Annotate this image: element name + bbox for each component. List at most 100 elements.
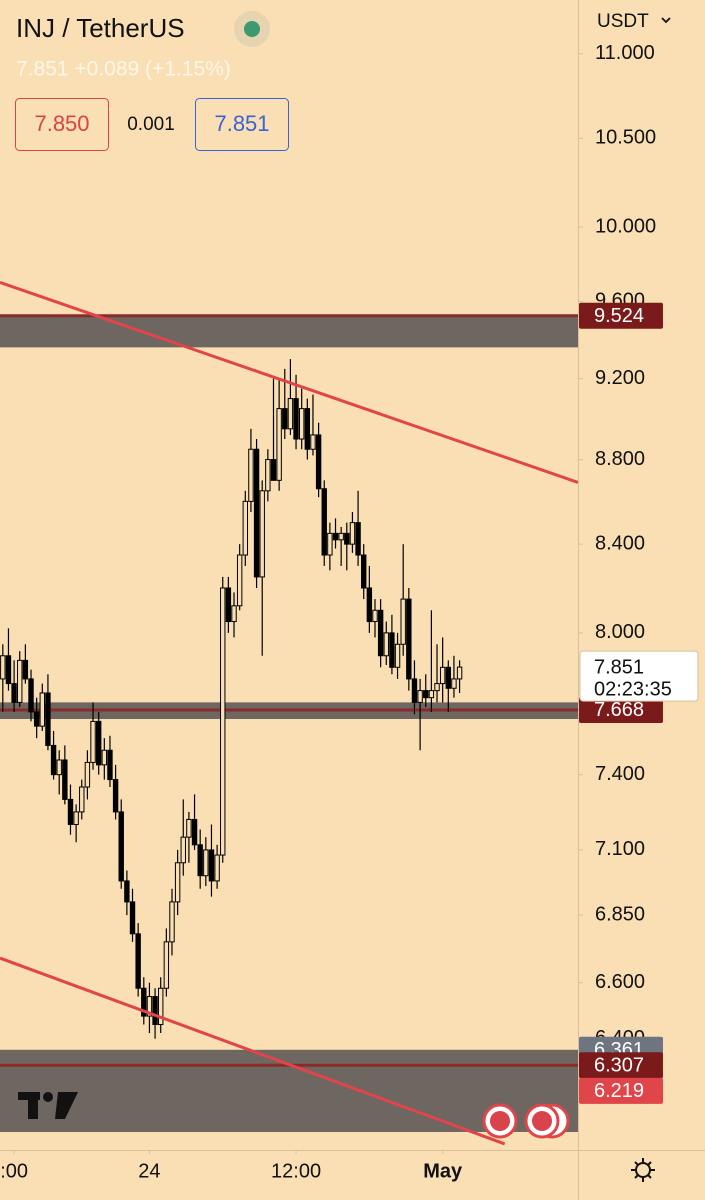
y-tick-label: 10.500	[595, 127, 656, 149]
trendline	[0, 281, 579, 484]
candle-body	[451, 678, 457, 689]
candle-body	[62, 759, 68, 800]
buy-price[interactable]: 7.851	[214, 111, 269, 136]
candle-body	[191, 818, 198, 846]
candle-body	[355, 522, 361, 556]
candle-body	[163, 941, 170, 989]
y-tick-label: 8.800	[595, 448, 645, 470]
candle-body	[169, 901, 175, 943]
candle-body	[310, 434, 316, 450]
candle-body	[90, 720, 96, 763]
candle-body	[417, 690, 423, 703]
candle-body	[158, 987, 164, 1026]
last-price-label: 7.851	[594, 656, 644, 678]
candle-body	[84, 761, 91, 788]
candle-body	[180, 836, 186, 864]
x-tick-label: May	[423, 1160, 463, 1182]
candle-body	[259, 490, 265, 578]
currency-selector[interactable]: USDT	[597, 11, 649, 32]
candle-body	[332, 532, 339, 541]
candle-body	[17, 659, 23, 703]
price-change: 7.851 +0.089 (+1.15%)	[16, 58, 231, 81]
y-tick-label: 10.000	[595, 215, 656, 237]
candle-body	[428, 690, 435, 699]
candle-body	[129, 901, 136, 935]
candle-body	[434, 683, 440, 692]
price-tag	[579, 1052, 663, 1079]
tv-logo	[18, 1092, 78, 1119]
candle-body	[73, 811, 79, 825]
chevron-icon[interactable]	[661, 17, 671, 24]
event-flags[interactable]	[482, 1103, 570, 1139]
candle-body	[389, 632, 395, 668]
x-tick-label: 24	[138, 1160, 160, 1182]
candle-body	[321, 488, 327, 556]
candle-body	[135, 933, 141, 989]
candle-body	[394, 643, 401, 668]
candle-body	[338, 532, 344, 541]
candle-body	[344, 532, 350, 545]
candle-body	[298, 408, 305, 440]
y-tick-label: 6.600	[595, 971, 645, 993]
candle-body	[439, 666, 446, 685]
candle-body	[231, 605, 237, 623]
candle-body	[186, 818, 192, 838]
flag-icon[interactable]	[532, 1111, 552, 1131]
gear-icon[interactable]	[631, 1158, 655, 1182]
y-tick-label: 8.000	[595, 621, 645, 643]
candle-body	[327, 532, 333, 556]
price-tag	[579, 696, 663, 723]
candle-body	[377, 609, 384, 657]
candle-body	[33, 711, 40, 727]
candle-body	[287, 398, 294, 430]
candle-body	[406, 598, 412, 680]
candle-body	[225, 587, 232, 623]
candle-body	[79, 786, 85, 813]
countdown: 02:23:35	[594, 678, 672, 700]
sell-price[interactable]: 7.850	[34, 111, 89, 136]
candle-body	[208, 849, 215, 882]
y-tick-label: 7.100	[595, 838, 645, 860]
candle-body	[45, 692, 51, 746]
candle-body	[214, 854, 220, 882]
price-tag-label: 6.307	[594, 1055, 644, 1077]
candle-body	[242, 500, 248, 556]
candle-body	[50, 744, 57, 776]
candle-body	[152, 996, 158, 1026]
price-tag-label: 6.219	[594, 1080, 644, 1102]
price-tag	[579, 302, 663, 329]
candle-body	[383, 632, 389, 657]
candle-body	[67, 798, 74, 825]
candle-body	[28, 678, 34, 713]
candle-body	[107, 749, 113, 781]
buy-button[interactable]	[195, 98, 289, 151]
candle-body	[39, 692, 45, 727]
x-tick-label: 12:00	[271, 1160, 321, 1182]
status-dot	[244, 21, 260, 37]
candle-body	[118, 811, 124, 882]
candle-body	[456, 666, 463, 680]
candle-body	[315, 434, 322, 490]
candle-body	[101, 749, 108, 766]
settings-icon[interactable]	[631, 1158, 655, 1182]
price-tag	[579, 1077, 663, 1104]
candle-body	[265, 459, 271, 492]
price-tag-label: 9.524	[594, 305, 644, 327]
candle-body	[174, 862, 181, 903]
candle-body	[372, 609, 378, 623]
candle-body	[124, 880, 130, 903]
y-tick-label: 11.000	[595, 42, 655, 64]
candle-body	[276, 408, 282, 481]
chart-title: INJ / TetherUS	[16, 13, 185, 43]
candle-body	[22, 659, 29, 680]
gear-icon[interactable]	[635, 1162, 651, 1178]
logo-part	[55, 1092, 78, 1119]
flag-icon[interactable]	[490, 1111, 510, 1131]
candle-body	[253, 448, 260, 578]
candle-body	[236, 554, 243, 607]
plot-area	[0, 281, 579, 1146]
sell-button[interactable]	[15, 98, 109, 151]
